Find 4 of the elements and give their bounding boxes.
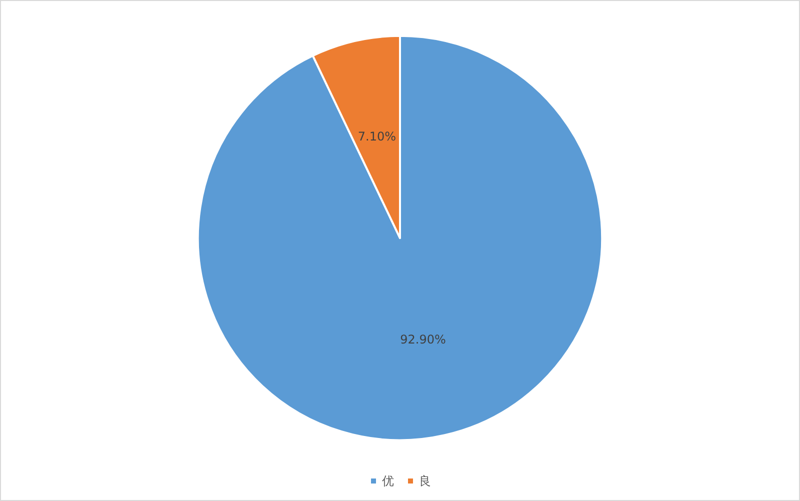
legend-label: 优 [382,474,394,488]
data-label: 92.90% [400,332,446,346]
data-label: 7.10% [358,130,396,144]
legend-label: 良 [419,474,431,488]
